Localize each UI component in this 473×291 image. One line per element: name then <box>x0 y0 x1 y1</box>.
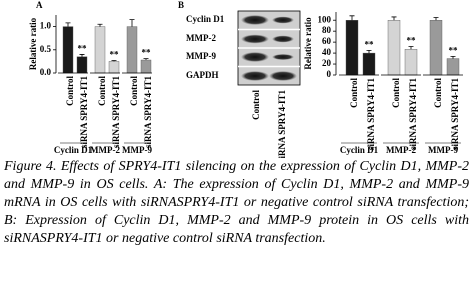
bar <box>446 58 460 76</box>
y-tick-label: 60 <box>322 36 332 46</box>
error-bar <box>391 16 397 21</box>
y-tick-label: 1.0 <box>40 21 52 31</box>
x-tick-label: Control <box>433 78 443 108</box>
x-tick-label: Control <box>129 76 139 106</box>
y-tick-label: 0.5 <box>40 44 52 54</box>
bar <box>108 61 120 74</box>
error-bar <box>366 49 372 54</box>
error-bar <box>450 55 456 59</box>
bar <box>94 26 106 74</box>
x-tick-label: siRNA SPRY4-IT1 <box>79 76 89 148</box>
y-axis-title: Relative ratio <box>28 17 38 70</box>
error-bar <box>111 60 117 62</box>
error-bar <box>129 19 135 27</box>
blot-band <box>269 71 297 81</box>
group-label: MMP-2 <box>90 145 120 155</box>
bar <box>404 49 418 76</box>
blot-lane-label: Control <box>251 90 261 120</box>
blot-row-label: MMP-2 <box>186 33 216 43</box>
blot-band <box>272 16 294 24</box>
x-tick-label: siRNA SPRY4-IT1 <box>111 76 121 148</box>
y-tick-label: 100 <box>318 14 332 24</box>
error-bar <box>143 58 149 61</box>
group-label: MMP-9 <box>428 145 458 155</box>
significance-label: ** <box>407 36 417 46</box>
significance-label: ** <box>365 39 375 49</box>
bar <box>76 56 88 74</box>
panel-label: A <box>36 0 43 10</box>
y-tick-label: 80 <box>322 25 332 35</box>
blot-row-label: GAPDH <box>186 70 219 80</box>
error-bar <box>65 22 71 27</box>
blot-row-label: Cyclin D1 <box>186 14 225 24</box>
significance-label: ** <box>449 45 459 55</box>
bar <box>140 59 152 74</box>
blot-band <box>241 34 269 44</box>
y-tick-label: 40 <box>322 47 332 57</box>
blot-band <box>272 35 294 43</box>
y-axis-title: Relative ratio <box>303 17 313 70</box>
y-tick-label: 0.0 <box>40 67 52 77</box>
figure-caption: Figure 4. Effects of SPRY4-IT1 silencing… <box>4 158 469 248</box>
blot-band <box>272 54 294 60</box>
significance-label: ** <box>142 48 152 58</box>
bar <box>62 26 74 74</box>
group-label: MMP-9 <box>122 145 152 155</box>
error-bar <box>408 46 414 50</box>
figure-panels: Cyclin D1 MMP-2 MMP-9 GAPDH Control siRN… <box>28 0 463 158</box>
group-label: Cyclin D1 <box>54 145 93 155</box>
bar <box>429 20 443 76</box>
blot-lane-label: siRNA SPRY4-IT1 <box>277 90 287 158</box>
x-tick-label: siRNA SPRY4-IT1 <box>366 78 376 150</box>
y-tick-label: 20 <box>322 58 332 68</box>
blot-band <box>241 71 269 81</box>
error-bar <box>97 23 103 27</box>
bar <box>362 52 376 76</box>
bar <box>345 20 359 76</box>
significance-label: ** <box>110 50 120 60</box>
error-bar <box>433 17 439 21</box>
blot-band <box>241 52 269 62</box>
panel-label: B <box>178 0 184 10</box>
caption-label: Figure 4. <box>4 159 57 174</box>
x-tick-label: siRNA SPRY4-IT1 <box>408 78 418 150</box>
x-tick-label: siRNA SPRY4-IT1 <box>143 76 153 148</box>
error-bar <box>79 54 85 57</box>
y-tick-label: 0 <box>327 69 332 79</box>
caption-text: Effects of SPRY4-IT1 silencing on the ex… <box>4 159 469 246</box>
error-bar <box>349 15 355 21</box>
blot-row-label: MMP-9 <box>186 51 216 61</box>
bar <box>126 26 138 74</box>
blot-band <box>241 15 269 25</box>
x-tick-label: Control <box>391 78 401 108</box>
bar <box>387 20 401 76</box>
x-tick-label: Control <box>349 78 359 108</box>
x-tick-label: Control <box>65 76 75 106</box>
significance-label: ** <box>78 44 88 54</box>
western-blot: Cyclin D1 MMP-2 MMP-9 GAPDH Control siRN… <box>186 10 301 158</box>
x-tick-label: siRNA SPRY4-IT1 <box>450 78 460 150</box>
x-tick-label: Control <box>97 76 107 106</box>
group-label: MMP-2 <box>386 145 416 155</box>
group-label: Cyclin D1 <box>340 145 379 155</box>
